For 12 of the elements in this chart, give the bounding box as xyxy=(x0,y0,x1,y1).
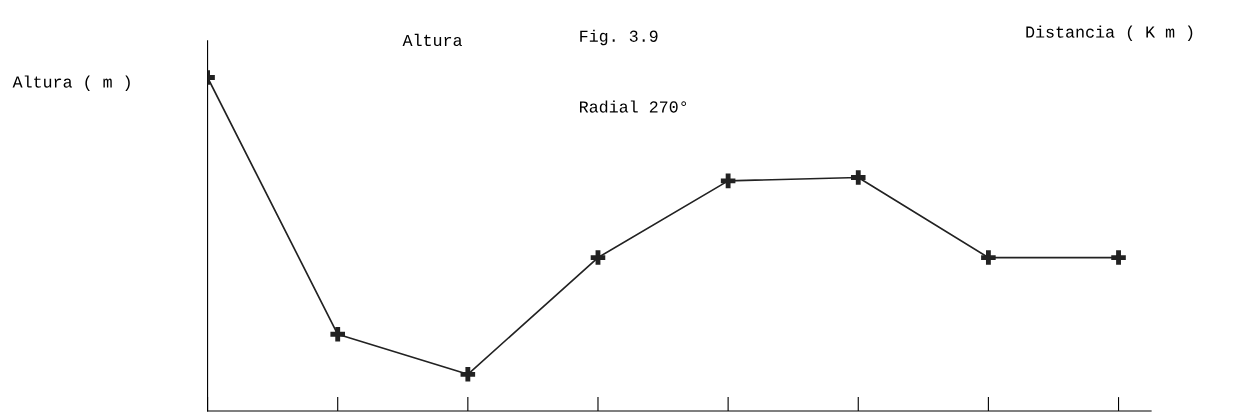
point xyxy=(720,173,736,189)
y-axis-title: Altura ( m ) xyxy=(12,75,130,91)
point xyxy=(590,250,606,265)
chart-title: Fig. 3.9 xyxy=(580,29,658,46)
point xyxy=(330,327,345,342)
text: Altura xyxy=(402,33,463,47)
point xyxy=(850,170,866,185)
annotation: Radial 270° xyxy=(580,100,687,113)
point xyxy=(460,367,476,382)
point xyxy=(1111,250,1126,265)
x-axis-title: Distancia ( K m ) xyxy=(1026,25,1193,42)
point xyxy=(981,250,996,265)
